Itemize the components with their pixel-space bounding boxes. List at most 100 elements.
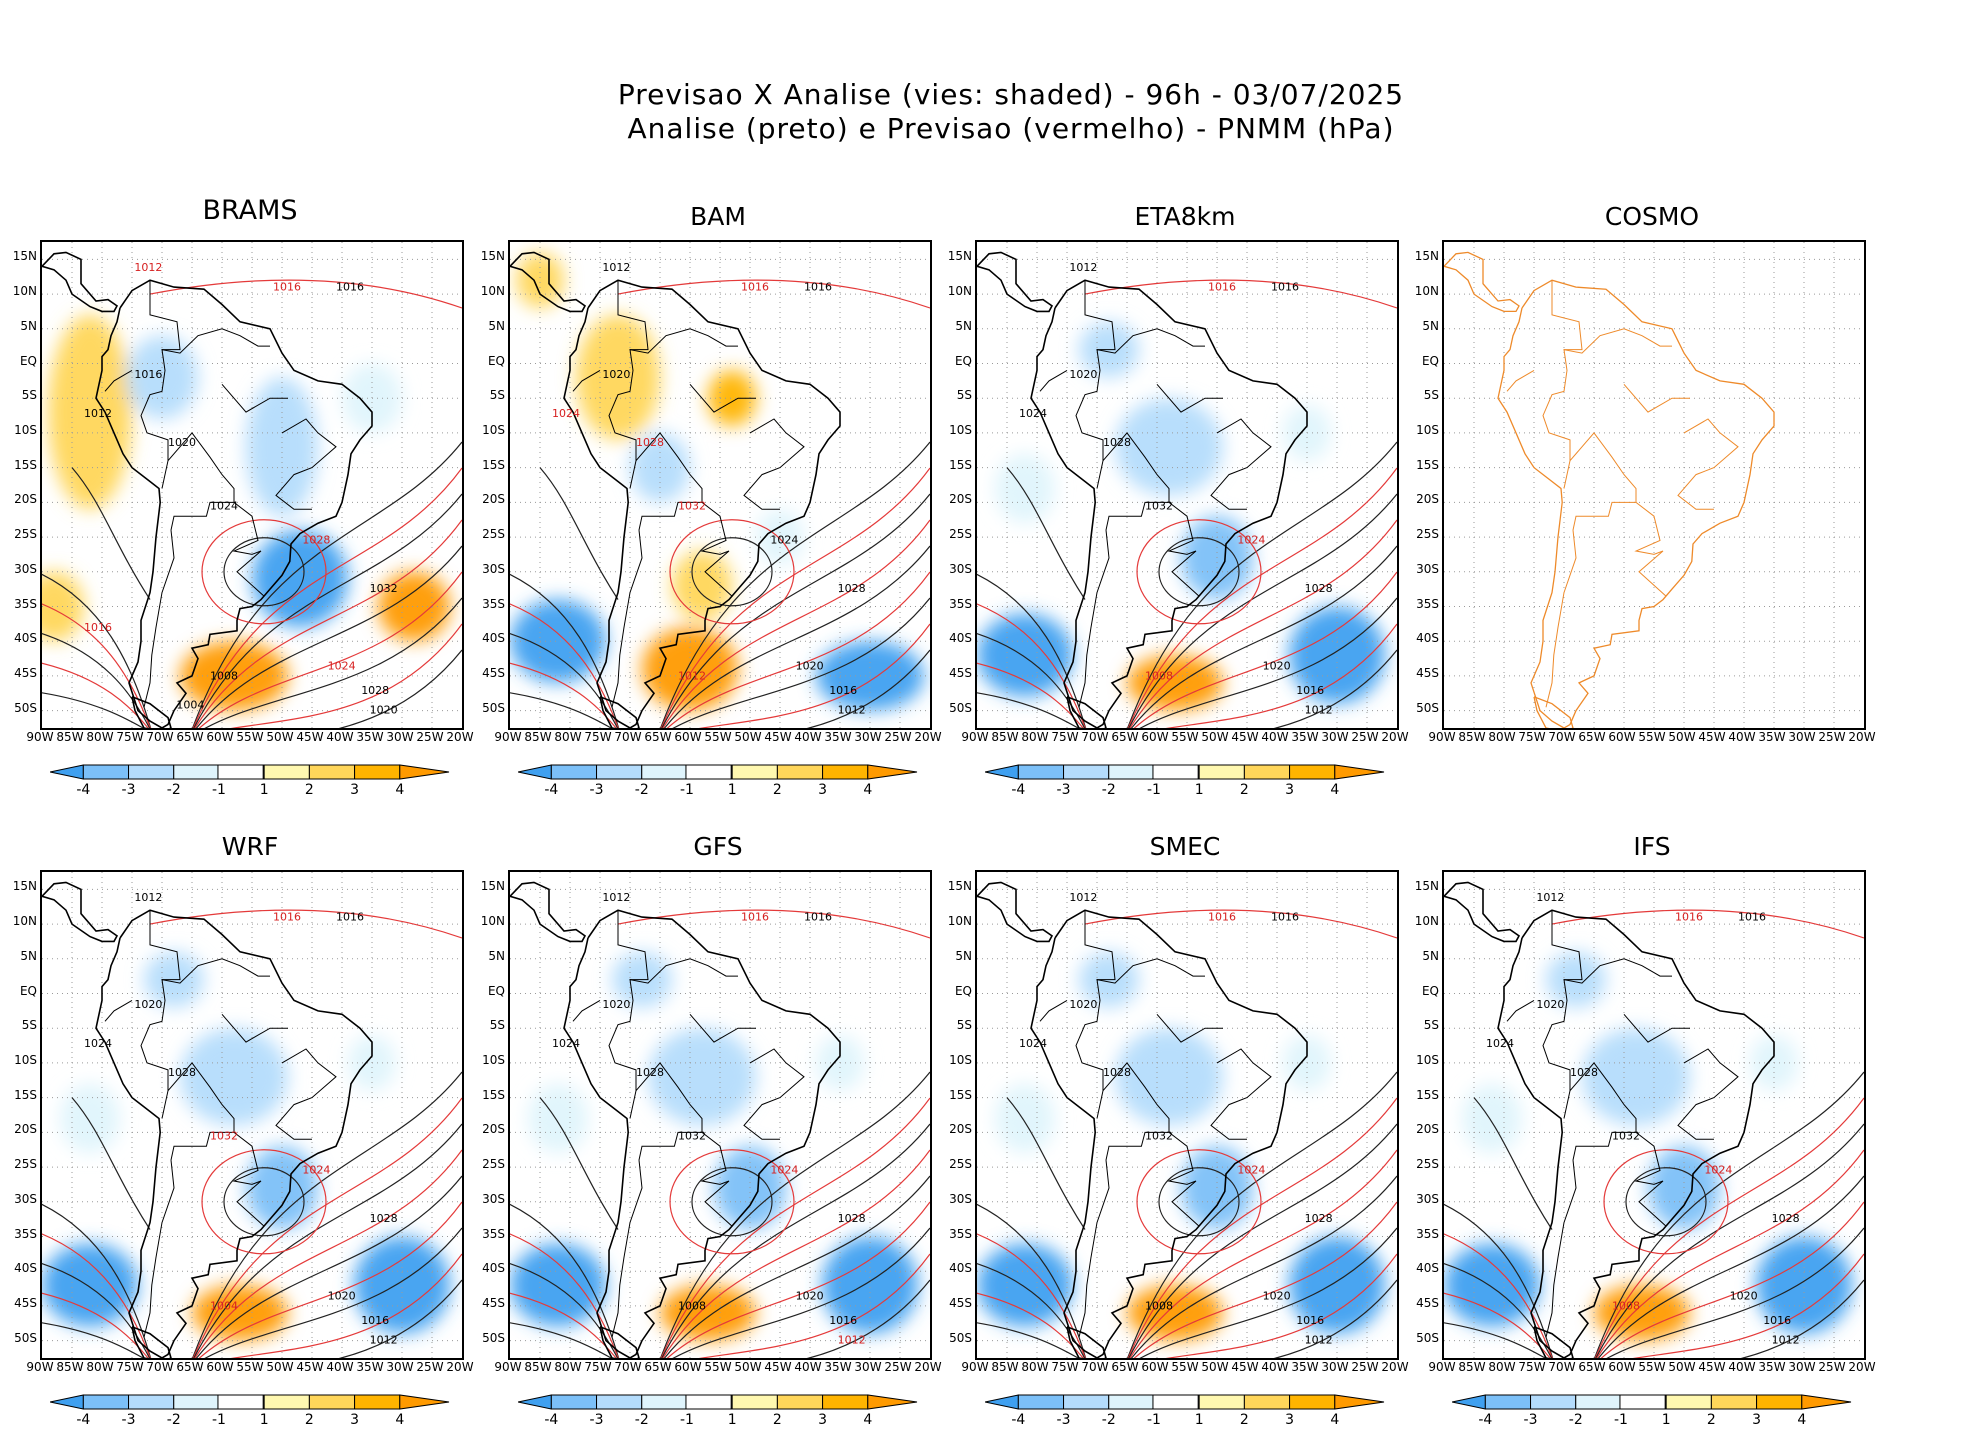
- colorbar-label: 1: [1194, 782, 1204, 798]
- isobar-label: 1028: [1305, 582, 1333, 595]
- isobar-label: 1004: [210, 1299, 238, 1312]
- lon-tick-label: 30W: [386, 1360, 414, 1374]
- lon-tick-label: 65W: [1578, 730, 1606, 744]
- colorbar: -4 -3 -2 -1 1 2 3 4: [50, 764, 450, 804]
- bias-blob: [60, 1083, 120, 1154]
- isobar-label: 1016: [84, 621, 112, 634]
- isobars: [1444, 909, 1864, 1358]
- colorbar-label: 1: [259, 782, 269, 798]
- colorbar-label: -3: [121, 1412, 136, 1428]
- lat-tick-label: 20S: [1416, 1122, 1439, 1137]
- lon-tick-label: 20W: [446, 730, 474, 744]
- lon-tick-label: 30W: [1321, 730, 1349, 744]
- lon-tick-label: 45W: [764, 1360, 792, 1374]
- lon-tick-label: 30W: [386, 730, 414, 744]
- lat-tick-label: 10S: [482, 1052, 505, 1067]
- lon-tick-label: 60W: [674, 1360, 702, 1374]
- lat-tick-label: 50S: [482, 700, 505, 715]
- colorbar-label: -3: [1056, 1412, 1071, 1428]
- lon-tick-label: 80W: [1488, 1360, 1516, 1374]
- colorbar-label: -1: [679, 1412, 694, 1428]
- lat-tick-label: 20S: [1416, 492, 1439, 507]
- lon-tick-label: 55W: [1638, 1360, 1666, 1374]
- country-borders: [1039, 910, 1272, 1338]
- bias-blob: [354, 1236, 450, 1334]
- coastline: [42, 251, 373, 728]
- colorbar-label: 3: [818, 1412, 828, 1428]
- isobar-label: 1016: [829, 684, 857, 697]
- lat-tick-label: EQ: [1421, 353, 1439, 368]
- colorbar-label: -2: [1568, 1412, 1583, 1428]
- bias-blob: [516, 252, 564, 308]
- bias-blob: [977, 1243, 1073, 1327]
- isobar-label: 1028: [636, 436, 664, 449]
- lat-tick-label: 15S: [14, 457, 37, 472]
- isobar-label: 1032: [678, 499, 706, 512]
- lat-tick-label: EQ: [19, 353, 37, 368]
- map-plot: 1012 1016 1016 1020 1024 1028 1032 1024 1028 1020…: [40, 870, 464, 1360]
- colorbar-label: 3: [818, 782, 828, 798]
- lon-tick-label: 75W: [1518, 730, 1546, 744]
- lon-tick-label: 70W: [614, 1360, 642, 1374]
- colorbar-label: -2: [634, 1412, 649, 1428]
- isobar-label: 1016: [804, 911, 832, 924]
- lon-tick-label: 90W: [961, 730, 989, 744]
- lat-tick-label: 5S: [1423, 388, 1439, 403]
- lat-tick-label: 50S: [949, 700, 972, 715]
- lon-tick-label: 20W: [1848, 730, 1876, 744]
- lon-tick-label: 90W: [26, 1360, 54, 1374]
- colorbar: -4 -3 -2 -1 1 2 3 4: [985, 764, 1385, 804]
- lat-tick-label: 15N: [1414, 879, 1439, 894]
- colorbar-svg: [518, 764, 918, 780]
- lat-tick-label: 25S: [482, 527, 505, 542]
- isobar-label: 1024: [328, 660, 356, 673]
- lat-tick-label: 45S: [949, 665, 972, 680]
- isobar-label: 1016: [1208, 281, 1236, 294]
- lon-tick-label: 55W: [704, 1360, 732, 1374]
- lon-tick-label: 60W: [1141, 1360, 1169, 1374]
- colorbar: -4 -3 -2 -1 1 2 3 4: [1452, 1394, 1852, 1434]
- panel-eta8km: ETA8km 1012 1016 1016 1020 1024 1028 1032 1024 10…: [940, 190, 1430, 816]
- panel-cosmo: COSMO 15N 10N 5N EQ 5S 10S 15S 20S 25S 30S 35S 40S 45…: [1407, 190, 1897, 816]
- bias-blob: [1462, 1083, 1522, 1154]
- bias-blob: [1289, 606, 1385, 704]
- lon-tick-label: 20W: [1381, 1360, 1409, 1374]
- lon-tick-label: 35W: [1291, 1360, 1319, 1374]
- lat-tick-label: 40S: [1416, 1261, 1439, 1276]
- colorbar-label: -4: [76, 1412, 91, 1428]
- isobar-label: 1032: [678, 1129, 706, 1142]
- isobar-label: 1020: [1263, 1290, 1291, 1303]
- lat-tick-label: 45S: [482, 665, 505, 680]
- lat-tick-label: 35S: [949, 596, 972, 611]
- lat-tick-label: 15N: [947, 249, 972, 264]
- bias-blob: [672, 550, 732, 621]
- isobar-label: 1012: [134, 891, 162, 904]
- lon-tick-label: 30W: [1788, 730, 1816, 744]
- lat-tick-label: 40S: [482, 631, 505, 646]
- lat-tick-label: 15S: [14, 1087, 37, 1102]
- colorbar-svg: [985, 1394, 1385, 1410]
- lat-tick-label: 5N: [488, 948, 505, 963]
- lon-tick-label: 85W: [56, 730, 84, 744]
- lat-tick-label: 30S: [949, 1191, 972, 1206]
- lon-tick-label: 85W: [524, 1360, 552, 1374]
- coastline: [42, 881, 373, 1358]
- lat-tick-label: 10N: [947, 914, 972, 929]
- main-subtitle: Analise (preto) e Previsao (vermelho) - …: [627, 112, 1395, 145]
- isobar-label: 1020: [1069, 368, 1097, 381]
- isobar-label: 1016: [336, 281, 364, 294]
- lat-tick-label: 15S: [949, 457, 972, 472]
- isobar-label: 1024: [302, 1163, 330, 1176]
- isobar-label: 1016: [1271, 911, 1299, 924]
- bias-blob: [660, 1285, 756, 1341]
- panel-title: WRF: [221, 832, 279, 861]
- lat-tick-label: 10N: [1414, 914, 1439, 929]
- lon-tick-label: 60W: [1141, 730, 1169, 744]
- country-borders: [1506, 280, 1739, 708]
- lon-tick-label: 90W: [26, 730, 54, 744]
- lat-tick-label: 45S: [1416, 665, 1439, 680]
- isobar-label: 1016: [1763, 1314, 1791, 1327]
- colorbar: -4 -3 -2 -1 1 2 3 4: [985, 1394, 1385, 1434]
- lat-tick-label: 10N: [12, 284, 37, 299]
- lon-tick-label: 90W: [1428, 730, 1456, 744]
